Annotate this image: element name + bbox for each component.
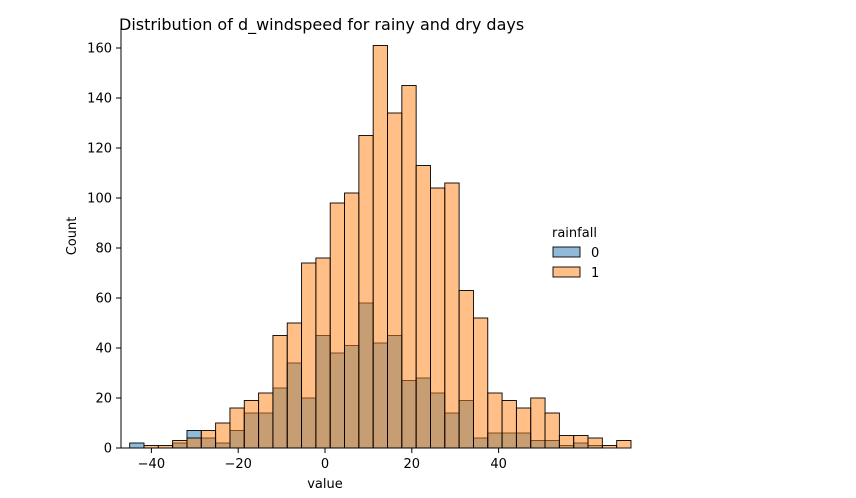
legend-items: 01 xyxy=(552,246,599,281)
y-axis-label: Count xyxy=(65,217,80,256)
legend-title: rainfall xyxy=(552,226,597,241)
bar-series-1-bin-8 xyxy=(243,400,260,449)
chart-title: Distribution of d_windspeed for rainy an… xyxy=(119,15,524,35)
x-tick-label: 40 xyxy=(490,457,507,472)
bar-series-1-bin-5 xyxy=(200,430,217,449)
x-axis-label: value xyxy=(307,477,343,492)
x-ticks: −40 −20 0 20 40 xyxy=(138,448,507,472)
bar-series-1-bin-22 xyxy=(444,182,460,449)
y-tick-label: 100 xyxy=(87,192,112,207)
bar-series-1-bin-12 xyxy=(301,262,317,449)
bars-layer xyxy=(129,45,632,449)
y-ticks: 0 20 40 60 80 100 120 140 160 xyxy=(87,42,121,457)
y-tick-label: 120 xyxy=(87,142,112,157)
bar-series-0-bin-0 xyxy=(129,442,145,449)
bar-series-1-bin-9 xyxy=(258,392,274,449)
bar-series-1-bin-30 xyxy=(558,435,575,449)
bar-series-1-bin-27 xyxy=(515,407,532,449)
bar-series-1-bin-13 xyxy=(315,257,331,449)
bar-series-1-bin-11 xyxy=(286,322,303,449)
bar-series-1-bin-33 xyxy=(601,445,618,449)
y-tick-label: 80 xyxy=(95,242,112,257)
bar-series-1-bin-6 xyxy=(215,422,231,449)
bar-series-1-bin-24 xyxy=(472,317,489,449)
y-tick-label: 140 xyxy=(87,92,112,107)
legend-swatch-0 xyxy=(552,246,581,258)
bar-series-1-bin-15 xyxy=(344,192,360,449)
bar-series-1-bin-21 xyxy=(430,187,446,449)
legend-label-1: 1 xyxy=(591,266,599,281)
x-tick-label: −40 xyxy=(138,457,165,472)
bar-series-1-bin-4 xyxy=(186,437,202,449)
legend-swatch-1 xyxy=(552,266,581,278)
x-tick-label: 20 xyxy=(404,457,421,472)
y-tick-label: 0 xyxy=(104,442,112,457)
bar-series-1-bin-17 xyxy=(372,45,388,449)
bar-series-1-bin-10 xyxy=(272,335,288,449)
bar-series-1-bin-28 xyxy=(530,397,546,449)
bar-series-1-bin-18 xyxy=(387,112,403,449)
y-tick-label: 40 xyxy=(95,342,112,357)
bar-series-1-bin-7 xyxy=(229,407,245,449)
bar-series-1-bin-31 xyxy=(573,435,589,449)
y-tick-label: 60 xyxy=(95,292,112,307)
series-1-bars xyxy=(143,45,632,449)
bar-series-1-bin-3 xyxy=(172,440,188,449)
bar-series-1-bin-25 xyxy=(487,392,503,449)
bar-series-1-bin-34 xyxy=(616,440,632,449)
bar-series-1-bin-26 xyxy=(501,400,517,449)
legend-label-0: 0 xyxy=(591,246,599,261)
x-tick-label: −20 xyxy=(224,457,251,472)
y-tick-label: 20 xyxy=(95,392,112,407)
bar-series-1-bin-16 xyxy=(358,135,374,449)
bar-series-1-bin-19 xyxy=(401,85,417,449)
bar-series-1-bin-14 xyxy=(329,202,345,449)
bar-series-1-bin-29 xyxy=(544,412,560,449)
legend: rainfall 01 xyxy=(552,226,599,281)
bar-series-1-bin-32 xyxy=(587,437,603,449)
y-tick-label: 160 xyxy=(87,42,112,57)
x-tick-label: 0 xyxy=(321,457,329,472)
bar-series-1-bin-23 xyxy=(458,290,474,449)
bar-series-1-bin-20 xyxy=(415,165,431,449)
